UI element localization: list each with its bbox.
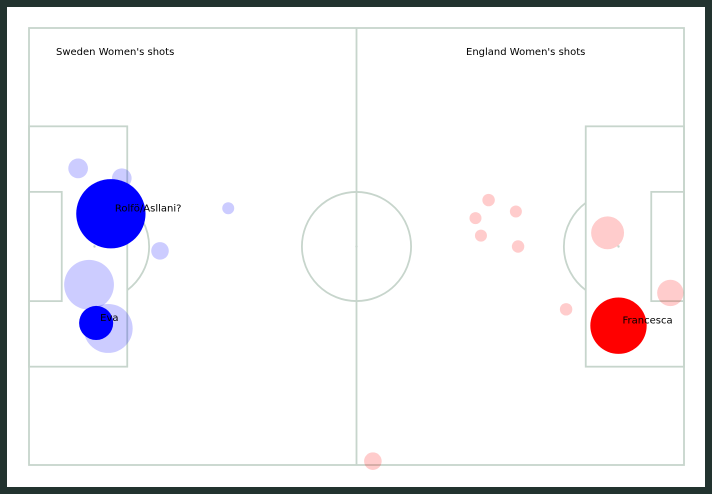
shot-point-away-4 bbox=[511, 240, 525, 253]
shots-layer bbox=[64, 158, 684, 470]
shot-point-away-6 bbox=[657, 279, 684, 307]
shot-label-away-9: Francesca bbox=[623, 316, 673, 327]
left-six-yard-box bbox=[28, 190, 63, 303]
shot-point-home-0 bbox=[68, 158, 88, 179]
shot-label-home-2: Rolfö/Asllani? bbox=[115, 204, 182, 215]
labels-layer: Rolfö/Asllani? Eva Francesca bbox=[100, 204, 672, 327]
shot-point-away-1 bbox=[509, 205, 522, 218]
home-team-title: Sweden Women's shots bbox=[56, 47, 175, 58]
plot-frame: Rolfö/Asllani? Eva Francesca Sweden Women'… bbox=[7, 7, 705, 487]
shot-point-home-5 bbox=[64, 259, 114, 310]
shot-point-home-2 bbox=[76, 179, 146, 249]
shot-point-away-3 bbox=[474, 229, 487, 242]
pitch-lines bbox=[28, 27, 685, 466]
shot-point-home-7 bbox=[79, 305, 114, 341]
away-team-title: England Women's shots bbox=[466, 47, 586, 58]
center-circle bbox=[301, 191, 412, 302]
shot-point-away-5 bbox=[591, 216, 625, 250]
shot-point-away-0 bbox=[482, 193, 495, 207]
center-spot bbox=[355, 245, 358, 248]
right-penalty-spot bbox=[617, 245, 620, 248]
shot-point-away-7 bbox=[559, 303, 573, 316]
right-penalty-arc bbox=[563, 202, 587, 291]
shot-label-home-7: Eva bbox=[100, 313, 118, 324]
shot-point-away-2 bbox=[469, 212, 482, 225]
left-penalty-spot bbox=[93, 245, 96, 248]
shot-point-home-3 bbox=[222, 202, 235, 215]
shot-point-away-10 bbox=[364, 452, 382, 470]
shot-map: Rolfö/Asllani? Eva Francesca bbox=[28, 27, 685, 470]
shot-point-home-4 bbox=[151, 242, 169, 260]
shot-point-away-9 bbox=[590, 297, 647, 354]
